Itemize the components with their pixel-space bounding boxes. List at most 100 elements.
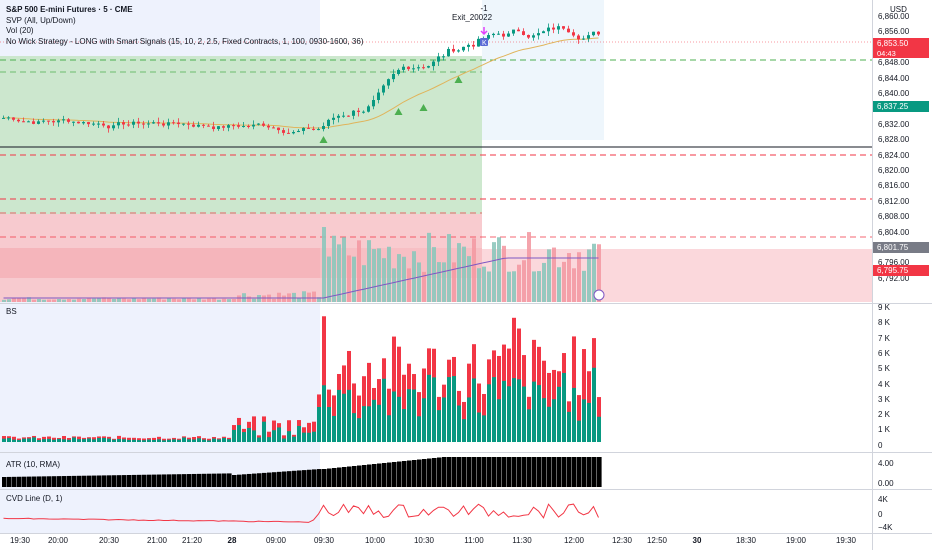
atr-bar — [447, 457, 452, 487]
buy-signal-icon — [454, 76, 463, 83]
atr-tick: 0.00 — [878, 479, 894, 488]
volume-bar — [107, 297, 111, 302]
candle — [297, 129, 300, 133]
volume-bar — [417, 262, 421, 302]
extended-session-background — [482, 0, 604, 140]
atr-bar — [227, 473, 232, 487]
volume-bar — [362, 265, 366, 302]
cvd-tick: 4K — [878, 495, 888, 504]
atr-bar — [117, 475, 122, 487]
atr-bar — [202, 473, 207, 487]
bs-buy-bar — [382, 378, 386, 442]
bs-buy-bar — [362, 406, 366, 442]
bs-buy-bar — [12, 439, 16, 442]
candle — [437, 52, 440, 66]
price-tick: 6,848.00 — [878, 58, 910, 68]
candle — [507, 31, 510, 37]
candle — [162, 120, 165, 128]
bs-buy-bar — [187, 439, 191, 442]
atr-bar — [292, 470, 297, 487]
volume-bar — [367, 240, 371, 302]
bs-buy-bar — [532, 381, 536, 442]
volume-bar — [17, 298, 21, 302]
bs-tick: 9 K — [878, 303, 891, 312]
atr-bar — [112, 475, 117, 487]
bs-buy-bar — [572, 387, 576, 442]
time-tick: 10:00 — [364, 536, 386, 545]
bs-buy-bar — [152, 440, 156, 442]
candle — [527, 34, 530, 40]
price-axis[interactable] — [872, 0, 873, 550]
volume-bar — [22, 298, 26, 302]
bs-buy-bar — [107, 438, 111, 442]
candle — [582, 35, 585, 40]
candle — [397, 68, 400, 76]
atr-bar — [172, 474, 177, 487]
volume-bar — [87, 297, 91, 302]
atr-chart[interactable] — [0, 453, 872, 489]
candle — [152, 120, 155, 124]
volume-bar — [97, 298, 101, 302]
candle — [127, 120, 130, 127]
bs-buy-bar — [337, 389, 341, 442]
volume-bar — [552, 247, 556, 302]
volume-bar — [172, 298, 176, 302]
volume-bar — [212, 297, 216, 302]
bs-buy-bar — [462, 419, 466, 442]
volume-bar — [342, 237, 346, 302]
price-chart[interactable]: K — [0, 0, 872, 303]
bs-buy-bar — [387, 415, 391, 442]
atr-bar — [207, 473, 212, 487]
candle — [302, 127, 305, 135]
volume-bar — [37, 298, 41, 302]
candle — [382, 84, 385, 96]
cvd-chart[interactable] — [0, 490, 872, 533]
bs-buy-bar — [597, 416, 601, 442]
candle — [237, 122, 240, 129]
volume-bar — [547, 249, 551, 302]
atr-bar — [27, 476, 32, 487]
bs-volume-chart[interactable] — [0, 304, 872, 452]
volume-bar — [297, 298, 301, 302]
volume-bar — [2, 299, 6, 302]
symbol-title[interactable]: S&P 500 E-mini Futures · 5 · CME — [6, 5, 133, 14]
vwap-price-tag: 6,801.75 — [873, 242, 929, 253]
volume-bar — [532, 271, 536, 302]
volume-bar — [442, 262, 446, 302]
atr-bar — [272, 472, 277, 487]
volume-bar — [117, 297, 121, 302]
indicator-volume[interactable]: Vol (20) — [6, 26, 34, 35]
volume-bar — [347, 255, 351, 302]
bs-tick: 3 K — [878, 394, 891, 404]
bs-buy-bar — [312, 431, 316, 442]
candle — [347, 115, 350, 117]
bs-buy-bar — [72, 437, 76, 442]
volume-bar — [507, 271, 511, 302]
indicator-strategy[interactable]: No Wick Strategy - LONG with Smart Signa… — [6, 36, 364, 46]
atr-bar — [422, 459, 427, 487]
bs-buy-bar — [437, 410, 441, 442]
volume-bar — [62, 299, 66, 302]
bs-sell-bar — [267, 431, 271, 442]
atr-bar — [67, 475, 72, 487]
candle — [417, 64, 420, 71]
atr-bar — [507, 457, 512, 487]
indicator-svp[interactable]: SVP (All, Up/Down) — [6, 15, 76, 25]
price-tick: 6,796.00 — [878, 258, 910, 268]
candle — [292, 130, 295, 135]
atr-bar — [147, 474, 152, 487]
candle — [57, 118, 60, 127]
atr-bar — [502, 457, 507, 487]
bs-sell-bar — [397, 346, 401, 442]
bs-buy-bar — [87, 438, 91, 442]
bs-buy-bar — [212, 438, 216, 442]
atr-bar — [457, 457, 462, 487]
candle — [207, 124, 210, 127]
atr-bar — [57, 476, 62, 487]
price-tick: 6,804.00 — [878, 227, 910, 237]
atr-bar — [187, 474, 192, 487]
bs-buy-bar — [467, 397, 471, 442]
time-tick: 21:00 — [146, 536, 168, 545]
alert-icon — [593, 289, 605, 301]
volume-bar — [277, 292, 281, 302]
